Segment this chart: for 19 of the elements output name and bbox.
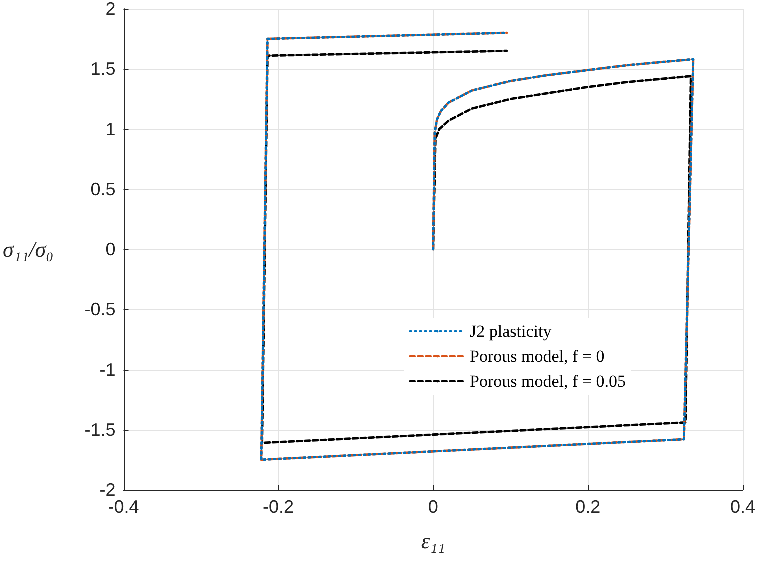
y-tick-label: 1: [106, 119, 116, 140]
legend-label: Porous model, f = 0.05: [470, 372, 626, 391]
x-tick-label: 0.4: [730, 497, 756, 517]
x-tick-label: -0.2: [263, 497, 294, 517]
y-tick-label: 0: [106, 240, 116, 260]
y-tick-label: 1.5: [90, 59, 116, 80]
x-tick-label: -0.4: [108, 497, 140, 517]
y-axis-title: σ₁₁/σ₀: [2, 237, 54, 262]
x-tick-label: 0.2: [576, 497, 601, 517]
y-tick-label: -1: [100, 360, 116, 380]
legend-label: Porous model, f = 0: [470, 347, 605, 366]
y-tick-label: 2: [106, 0, 116, 19]
y-tick-label: -2: [100, 480, 116, 500]
x-tick-label: 0: [428, 497, 438, 517]
x-axis-title: ε₁₁: [421, 528, 446, 554]
y-tick-label: -1.5: [84, 420, 116, 440]
y-tick-label: -0.5: [84, 300, 116, 320]
legend-label: J2 plasticity: [470, 322, 552, 341]
y-tick-label: 0.5: [90, 179, 116, 200]
